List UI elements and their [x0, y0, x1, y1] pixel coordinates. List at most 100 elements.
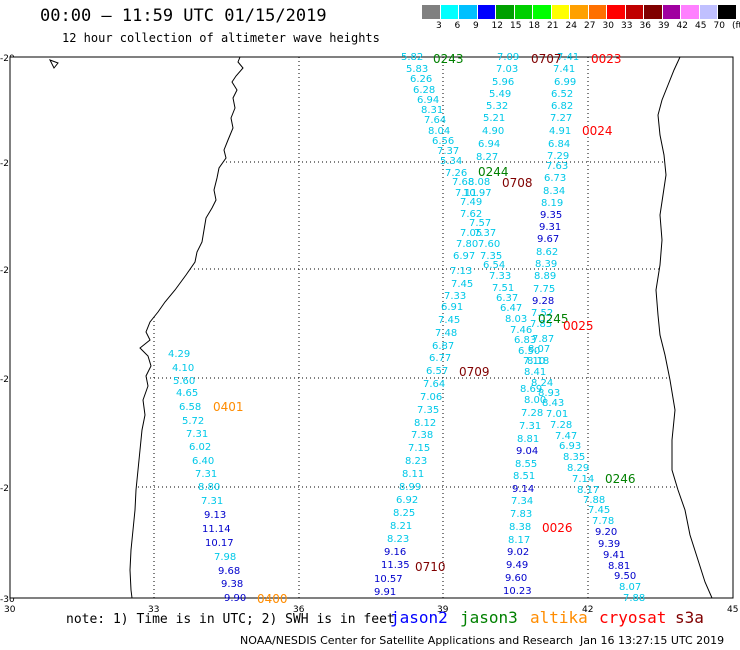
- timestamp: Jan 16 13:27:15 UTC 2019: [580, 634, 725, 647]
- swh-point: 4.29: [168, 349, 190, 360]
- swh-point: 7.26: [445, 168, 467, 179]
- map-title: 00:00 — 11:59 UTC 01/15/2019: [40, 6, 327, 26]
- swh-point: 8.39: [535, 259, 557, 270]
- swh-point: 9.28: [532, 296, 554, 307]
- swh-point: 10.23: [503, 586, 532, 597]
- legend-s3a: s3a: [675, 608, 704, 627]
- swh-point: 7.11: [455, 188, 477, 199]
- track-label: 0244: [478, 165, 509, 179]
- legend-swatch: [718, 5, 737, 19]
- swh-point: 7.41: [557, 52, 579, 63]
- swh-point: 7.45: [588, 505, 610, 516]
- legend-swatch: [551, 5, 570, 19]
- swh-point: 5.32: [486, 101, 508, 112]
- swh-point: 9.04: [516, 446, 538, 457]
- swh-point: 7.62: [460, 209, 482, 220]
- swh-point: 7.09: [497, 52, 519, 63]
- swh-point: 7.57: [469, 218, 491, 229]
- swh-point: 7.63: [546, 161, 568, 172]
- swh-point: 8.00: [524, 395, 546, 406]
- legend-label: 45: [695, 21, 707, 31]
- swh-point: 6.91: [441, 302, 463, 313]
- legend-swatch: [533, 5, 552, 19]
- swh-point: 7.98: [214, 552, 236, 563]
- track-label: 0709: [459, 365, 490, 379]
- legend-label: 42: [676, 21, 688, 31]
- legend-swatch: [422, 5, 441, 19]
- swh-point: 8.55: [515, 459, 537, 470]
- swh-point: 7.31: [186, 429, 208, 440]
- swh-point: 7.31: [201, 496, 223, 507]
- track-label: 0243: [433, 52, 464, 66]
- swh-point: 6.54: [483, 260, 505, 271]
- swh-point: 7.87: [532, 334, 554, 345]
- swh-point: 8.31: [421, 105, 443, 116]
- lat-label: -26: [0, 375, 15, 385]
- swh-point: 9.39: [598, 539, 620, 550]
- swh-point: 6.99: [554, 77, 576, 88]
- swh-point: 7.35: [480, 251, 502, 262]
- swh-point: 6.40: [192, 456, 214, 467]
- legend-label: 70: [713, 21, 725, 31]
- swh-point: 6.82: [551, 101, 573, 112]
- swh-point: 4.90: [482, 126, 504, 137]
- legend-swatch: [662, 5, 681, 19]
- swh-point: 7.01: [546, 409, 568, 420]
- swh-point: 7.33: [444, 291, 466, 302]
- swh-point: 8.81: [608, 561, 630, 572]
- swh-point: 9.90: [224, 593, 246, 604]
- swh-point: 8.19: [541, 198, 563, 209]
- swh-point: 6.92: [396, 495, 418, 506]
- swh-point: 7.88: [623, 593, 645, 604]
- footnote: note: 1) Time is in UTC; 2) SWH is in fe…: [66, 612, 395, 627]
- legend-swatch: [514, 5, 533, 19]
- track-label: 0025: [563, 319, 594, 333]
- swh-point: 6.57: [426, 366, 448, 377]
- swh-point: 8.08: [468, 177, 490, 188]
- lon-label: 42: [582, 605, 593, 615]
- swh-point: 7.52: [531, 308, 553, 319]
- swh-point: 7.64: [424, 115, 446, 126]
- lat-label: -22: [0, 159, 15, 169]
- swh-point: 7.51: [492, 283, 514, 294]
- swh-point: 5.96: [492, 77, 514, 88]
- track-label: 0401: [213, 400, 244, 414]
- swh-point: 9.68: [218, 566, 240, 577]
- swh-point: 8.17: [577, 485, 599, 496]
- legend-label: 18: [528, 21, 540, 31]
- swh-point: 7.13: [450, 266, 472, 277]
- legend-cryosat: cryosat: [599, 608, 667, 627]
- legend-label: 33: [621, 21, 633, 31]
- swh-point: 7.37: [474, 228, 496, 239]
- swh-point: 8.99: [399, 482, 421, 493]
- swh-point: 8.27: [476, 152, 498, 163]
- lon-label: 30: [4, 605, 16, 615]
- swh-point: 9.50: [614, 571, 636, 582]
- legend-altika: altika: [530, 608, 588, 627]
- swh-point: 9.35: [540, 210, 562, 221]
- swh-point: 6.28: [413, 85, 435, 96]
- swh-point: 5.49: [489, 89, 511, 100]
- legend-label: 3: [436, 21, 442, 31]
- legend-swatch: [570, 5, 589, 19]
- legend-swatch: [459, 5, 478, 19]
- swh-point: 8.89: [534, 271, 556, 282]
- swh-point: 9.14: [512, 484, 534, 495]
- swh-point: 7.75: [533, 284, 555, 295]
- legend-label: 12: [491, 21, 503, 31]
- swh-point: 6.02: [189, 442, 211, 453]
- swh-point: 5.72: [182, 416, 204, 427]
- swh-point: 6.77: [429, 353, 451, 364]
- swh-point: 7.37: [437, 146, 459, 157]
- lon-label: 39: [437, 605, 449, 615]
- legend-label: 24: [565, 21, 577, 31]
- swh-point: 7.31: [519, 421, 541, 432]
- swh-point: 8.04: [428, 126, 450, 137]
- swh-point: 8.25: [393, 508, 415, 519]
- swh-point: 8.41: [524, 367, 546, 378]
- swh-point: 7.80: [456, 239, 478, 250]
- swh-point: 5.82: [401, 52, 423, 63]
- track-label: 0708: [502, 176, 533, 190]
- swh-point: 8.51: [513, 471, 535, 482]
